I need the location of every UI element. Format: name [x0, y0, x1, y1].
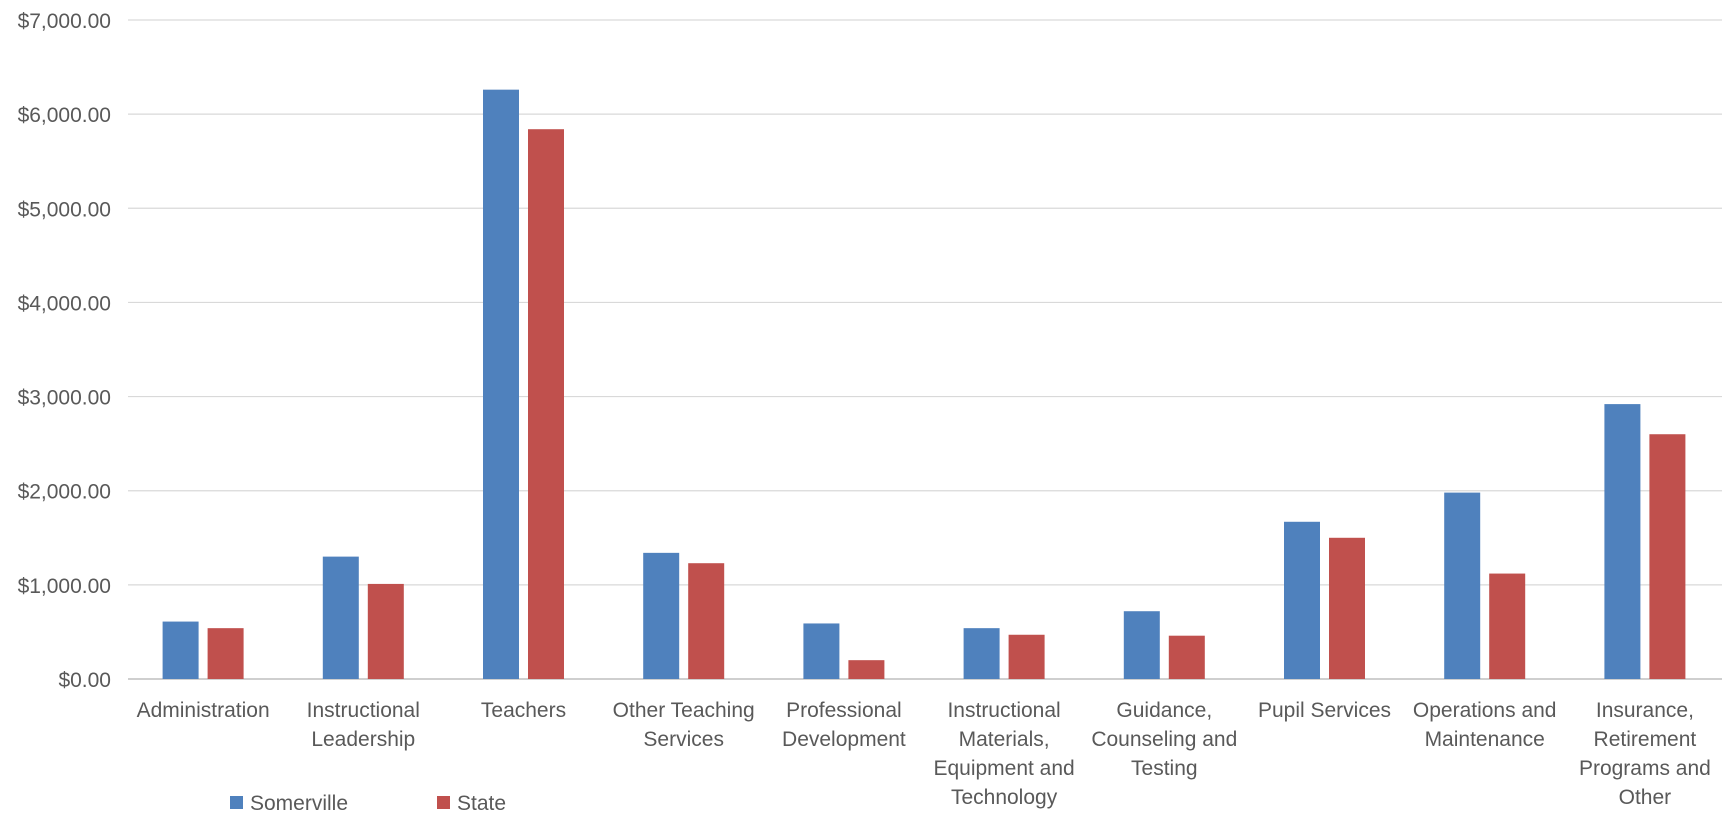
x-tick-label: Guidance, Counseling and Testing [1091, 699, 1237, 780]
bar-state-6 [1168, 635, 1205, 679]
y-tick-label: $4,000.00 [18, 292, 111, 315]
x-tick-label: Operations and Maintenance [1413, 699, 1557, 751]
legend-label-state: State [457, 792, 506, 815]
y-axis: $0.00 $1,000.00 $2,000.00 $3,000.00 $4,000.0… [18, 10, 111, 692]
bar-somerville-9 [1604, 404, 1641, 679]
bar-state-3 [688, 563, 725, 679]
x-tick-label: Pupil Services [1258, 699, 1391, 722]
x-tick-label: Instructional Materials, Equipment and Tech… [933, 699, 1074, 809]
bar-somerville-6 [1123, 611, 1160, 679]
bar-somerville-2 [483, 89, 519, 679]
bar-somerville-3 [643, 552, 680, 679]
x-tick-label: Administration [137, 699, 270, 722]
bar-state-1 [367, 583, 404, 679]
bar-state-2 [528, 129, 564, 680]
bar-state-0 [207, 628, 244, 679]
bar-state-4 [848, 660, 885, 679]
bar-state-9 [1649, 434, 1686, 679]
bar-somerville-8 [1444, 492, 1481, 679]
bar-somerville-5 [963, 628, 1000, 679]
bar-somerville-4 [803, 623, 840, 679]
legend-label-somerville: Somerville [250, 792, 348, 815]
legend-swatch-somerville [230, 796, 243, 809]
y-tick-label: $1,000.00 [18, 575, 111, 598]
legend: Somerville State [230, 792, 506, 815]
x-tick-label: Other Teaching Services [613, 699, 755, 751]
bar-state-7 [1329, 537, 1365, 679]
x-tick-label: Professional Development [782, 699, 906, 751]
x-tick-label: Instructional Leadership [307, 699, 420, 751]
x-tick-label: Insurance, Retirement Programs and Other [1579, 699, 1711, 809]
bar-state-8 [1489, 573, 1526, 679]
x-tick-label: Teachers [481, 699, 566, 722]
bar-somerville-1 [322, 556, 359, 679]
legend-swatch-state [437, 796, 450, 809]
y-tick-label: $3,000.00 [18, 387, 111, 410]
bar-state-5 [1008, 634, 1045, 679]
y-tick-label: $0.00 [58, 669, 111, 692]
gridlines [128, 19, 1722, 680]
x-axis: Administration Instructional Leadership Tea… [137, 699, 1711, 809]
y-tick-label: $7,000.00 [18, 10, 111, 33]
y-tick-label: $6,000.00 [18, 104, 111, 127]
bar-somerville-0 [162, 621, 199, 679]
bar-somerville-7 [1284, 521, 1320, 679]
y-tick-label: $2,000.00 [18, 481, 111, 504]
y-tick-label: $5,000.00 [18, 198, 111, 221]
bars [162, 89, 1686, 680]
